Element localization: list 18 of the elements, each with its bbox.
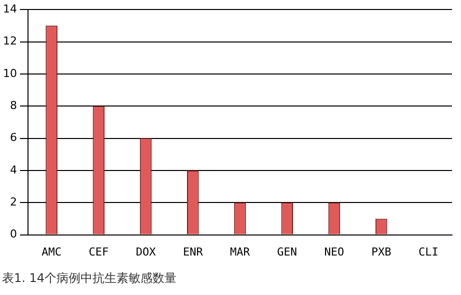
- y-tick-label: 0: [10, 228, 17, 241]
- x-tick-label: AMC: [42, 245, 62, 258]
- x-tick-label: NEO: [324, 245, 344, 258]
- x-tick-label: MAR: [230, 245, 250, 258]
- y-tick-label: 8: [10, 98, 17, 112]
- y-tick-label: 2: [10, 195, 17, 208]
- x-tick-label: ENR: [182, 245, 204, 258]
- x-tick-label: PXB: [371, 245, 392, 258]
- text: 表1. 14个病例中抗生素敏感数量: [2, 270, 178, 287]
- x-tick-label: DOX: [136, 245, 156, 258]
- y-tick-label: 6: [10, 131, 17, 144]
- y-tick-label: 4: [10, 163, 17, 176]
- x-tick-label: CLI: [418, 245, 438, 258]
- x-tick-label: GEN: [277, 245, 298, 258]
- x-tick-label: CEF: [88, 245, 109, 258]
- y-tick-label: 10: [2, 66, 17, 80]
- y-tick-label: 14: [2, 2, 17, 16]
- y-tick-label: 12: [2, 34, 17, 48]
